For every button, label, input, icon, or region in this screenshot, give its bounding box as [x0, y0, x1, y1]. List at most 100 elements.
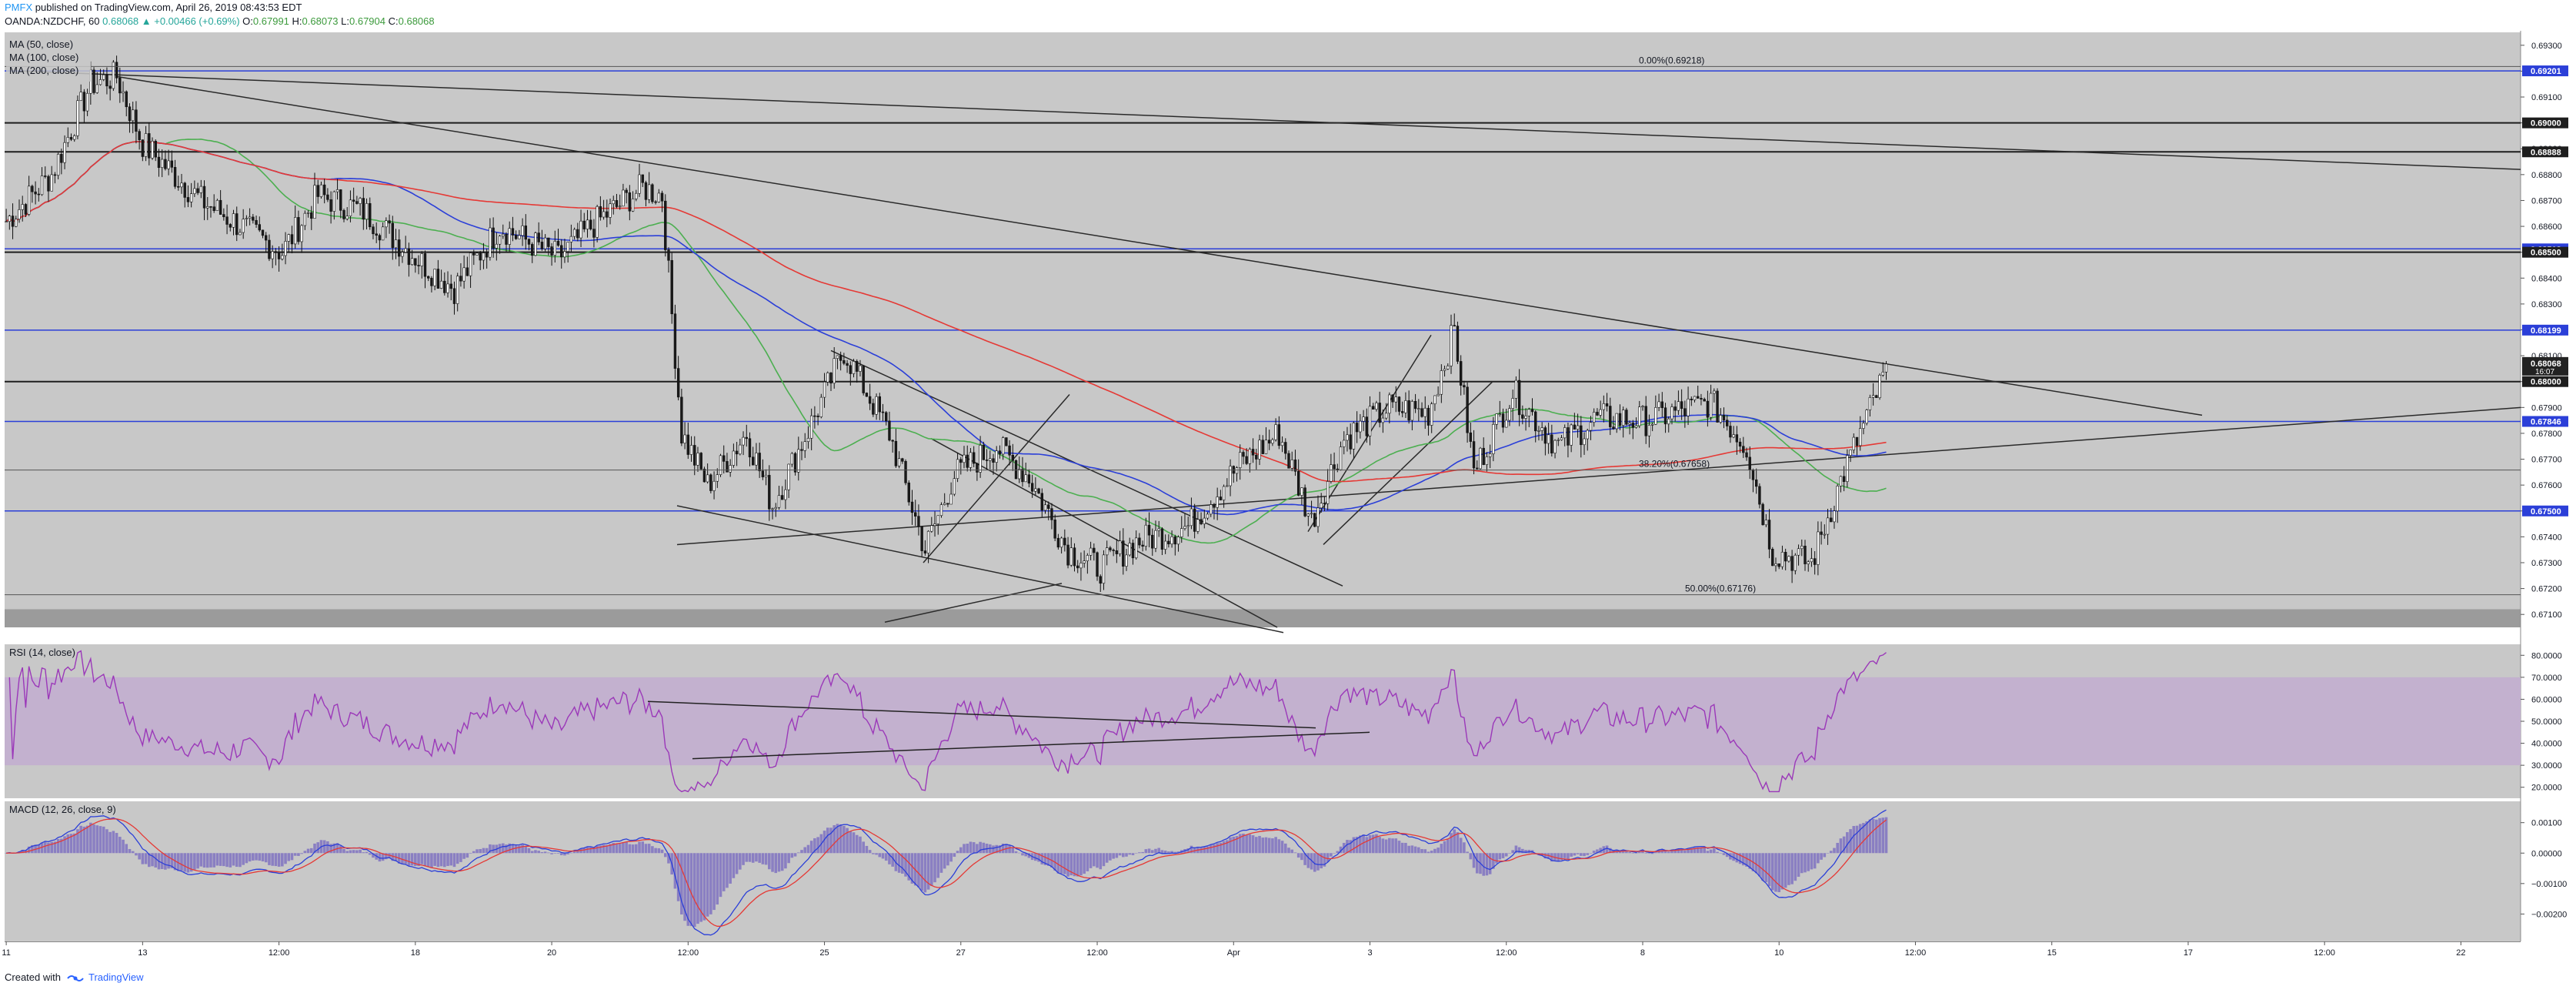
macd-bar: [582, 848, 586, 854]
candle: [388, 220, 391, 224]
trendline[interactable]: [115, 75, 2203, 416]
candle: [846, 363, 849, 366]
chart-canvas[interactable]: 0.00%(0.69218) 38.20%(0.67658) 50.00%(0.67…: [0, 31, 2576, 966]
macd-bar: [151, 853, 154, 867]
macd-bar: [1605, 845, 1609, 854]
macd-bar: [1118, 853, 1122, 856]
macd-bar: [836, 824, 839, 854]
candle: [430, 278, 433, 286]
level-badge-label: 0.69201: [2531, 67, 2561, 76]
candle: [310, 212, 313, 219]
candle: [229, 224, 232, 228]
candle: [157, 156, 161, 169]
candle: [138, 131, 141, 140]
rsi-trendline[interactable]: [692, 731, 1370, 760]
macd-bar: [1336, 851, 1340, 854]
ma-50-line[interactable]: [5, 138, 1887, 544]
candle: [420, 253, 423, 266]
candle: [472, 252, 475, 256]
trendline[interactable]: [884, 583, 1063, 624]
candle: [696, 453, 699, 466]
rsi-line[interactable]: [8, 650, 1887, 793]
candle: [449, 283, 452, 289]
candle: [404, 248, 407, 252]
trendline[interactable]: [1323, 381, 1493, 545]
macd-bar: [689, 853, 693, 927]
candle: [660, 192, 664, 202]
candle: [790, 453, 794, 465]
candle: [1066, 544, 1069, 566]
macd-bar: [144, 853, 148, 864]
high-label: H:: [292, 15, 302, 27]
macd-bar: [37, 844, 41, 854]
price-axis[interactable]: [2521, 31, 2576, 966]
candle: [1096, 552, 1099, 577]
candle: [1296, 470, 1300, 496]
macd-bar: [1842, 836, 1846, 854]
macd-bar: [439, 853, 443, 867]
macd-bar: [1040, 853, 1044, 864]
candle: [862, 365, 865, 393]
macd-bar: [550, 853, 553, 854]
trendline[interactable]: [830, 349, 1343, 587]
macd-bar: [1248, 834, 1252, 854]
macd-bar: [907, 853, 911, 881]
macd-bar: [1784, 853, 1787, 888]
macd-bar: [414, 853, 417, 867]
candle: [1631, 423, 1635, 428]
candle: [1359, 420, 1362, 433]
macd-bar: [1290, 849, 1294, 854]
candle: [582, 220, 586, 229]
candle: [1836, 486, 1839, 512]
candle: [543, 237, 547, 249]
rsi-trendline[interactable]: [647, 700, 1316, 729]
candle: [1093, 547, 1096, 553]
candle: [1372, 406, 1375, 410]
macd-pane[interactable]: [5, 801, 2521, 941]
ma-200-line[interactable]: [5, 141, 1887, 483]
macd-bar: [1375, 834, 1378, 854]
trendline[interactable]: [923, 394, 1070, 563]
tradingview-brand[interactable]: TradingView: [88, 971, 144, 983]
rsi-indicator: [5, 650, 2521, 793]
macd-bar: [881, 853, 885, 859]
macd-bar: [1628, 851, 1631, 854]
candle: [641, 174, 644, 183]
trendline[interactable]: [676, 406, 2521, 546]
macd-bar: [1063, 853, 1066, 874]
macd-bar: [193, 853, 196, 870]
macd-bar: [702, 853, 706, 921]
macd-bar: [501, 843, 505, 854]
candle: [1547, 434, 1550, 444]
rsi-title[interactable]: RSI (14, close): [9, 647, 75, 658]
candle: [1397, 396, 1401, 412]
macd-bar: [800, 850, 803, 854]
candle: [255, 219, 258, 225]
time-tick-label: 20: [547, 948, 556, 958]
macd-bar: [1560, 853, 1563, 861]
legend-ma100[interactable]: MA (100, close): [9, 52, 78, 63]
legend-ma200[interactable]: MA (200, close): [9, 65, 78, 76]
legend-ma50[interactable]: MA (50, close): [9, 38, 73, 50]
legend: MA (50, close) MA (100, close) MA (200, …: [6, 37, 91, 82]
macd-bar: [1349, 840, 1352, 854]
macd-bar: [1355, 836, 1359, 854]
macd-bar: [1333, 853, 1336, 854]
candle: [498, 236, 502, 245]
macd-bar: [258, 853, 262, 861]
macd-bar: [365, 851, 369, 854]
signal-line[interactable]: [6, 818, 1887, 927]
macd-bar: [268, 853, 271, 865]
candle: [1450, 325, 1453, 366]
trendline[interactable]: [676, 505, 1284, 634]
macd-bar: [115, 833, 118, 854]
candle: [1774, 563, 1777, 567]
macd-title[interactable]: MACD (12, 26, close, 9): [9, 804, 116, 815]
author-link[interactable]: PMFX: [5, 2, 33, 13]
trendline[interactable]: [22, 70, 2521, 170]
candle: [394, 239, 398, 249]
macd-bar: [1450, 833, 1453, 854]
candle: [1336, 468, 1340, 470]
macd-bar: [1557, 853, 1560, 861]
macd-bar: [1310, 853, 1313, 870]
